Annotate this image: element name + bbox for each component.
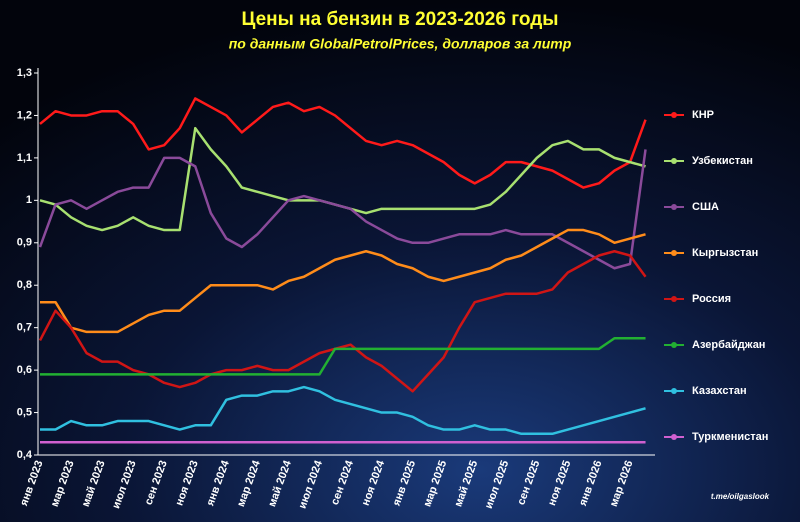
y-tick-label: 0,7 [17,322,32,334]
chart-subtitle: по данным GlobalPetrolPrices, долларов з… [229,36,572,52]
legend-label: Азербайджан [692,339,765,351]
legend-marker [671,112,677,118]
series-line [40,337,646,376]
legend-label: США [692,201,719,213]
y-tick-label: 1 [26,194,32,206]
series-line [40,385,646,436]
y-tick-label: 0,6 [17,364,32,376]
y-tick-label: 1,1 [17,152,32,164]
series-line [38,149,647,270]
legend-marker [671,158,677,164]
y-tick-label: 0,9 [17,237,32,249]
legend-label: Россия [692,293,731,305]
y-tick-label: 0,8 [17,279,32,291]
y-tick-label: 1,2 [17,109,32,121]
y-tick-label: 1,3 [17,67,32,79]
series-line [40,228,646,334]
legend-label: Туркменистан [692,431,768,443]
series-line [38,250,647,393]
legend-label: Казахстан [692,385,747,397]
legend-label: КНР [692,109,714,121]
y-tick-label: 0,4 [17,449,33,461]
y-tick-label: 0,5 [17,406,32,418]
source: t.me/oilgaslook [711,492,770,501]
legend-label: Кыргызстан [692,247,758,259]
legend-label: Узбекистан [692,155,753,167]
chart-title: Цены на бензин в 2023-2026 годы [241,9,558,30]
legend-marker [671,434,677,440]
legend-marker [671,296,677,302]
series-line [39,97,647,189]
legend-marker [671,250,677,256]
legend-marker [671,388,677,394]
legend-marker [671,342,677,348]
legend-marker [671,204,677,210]
